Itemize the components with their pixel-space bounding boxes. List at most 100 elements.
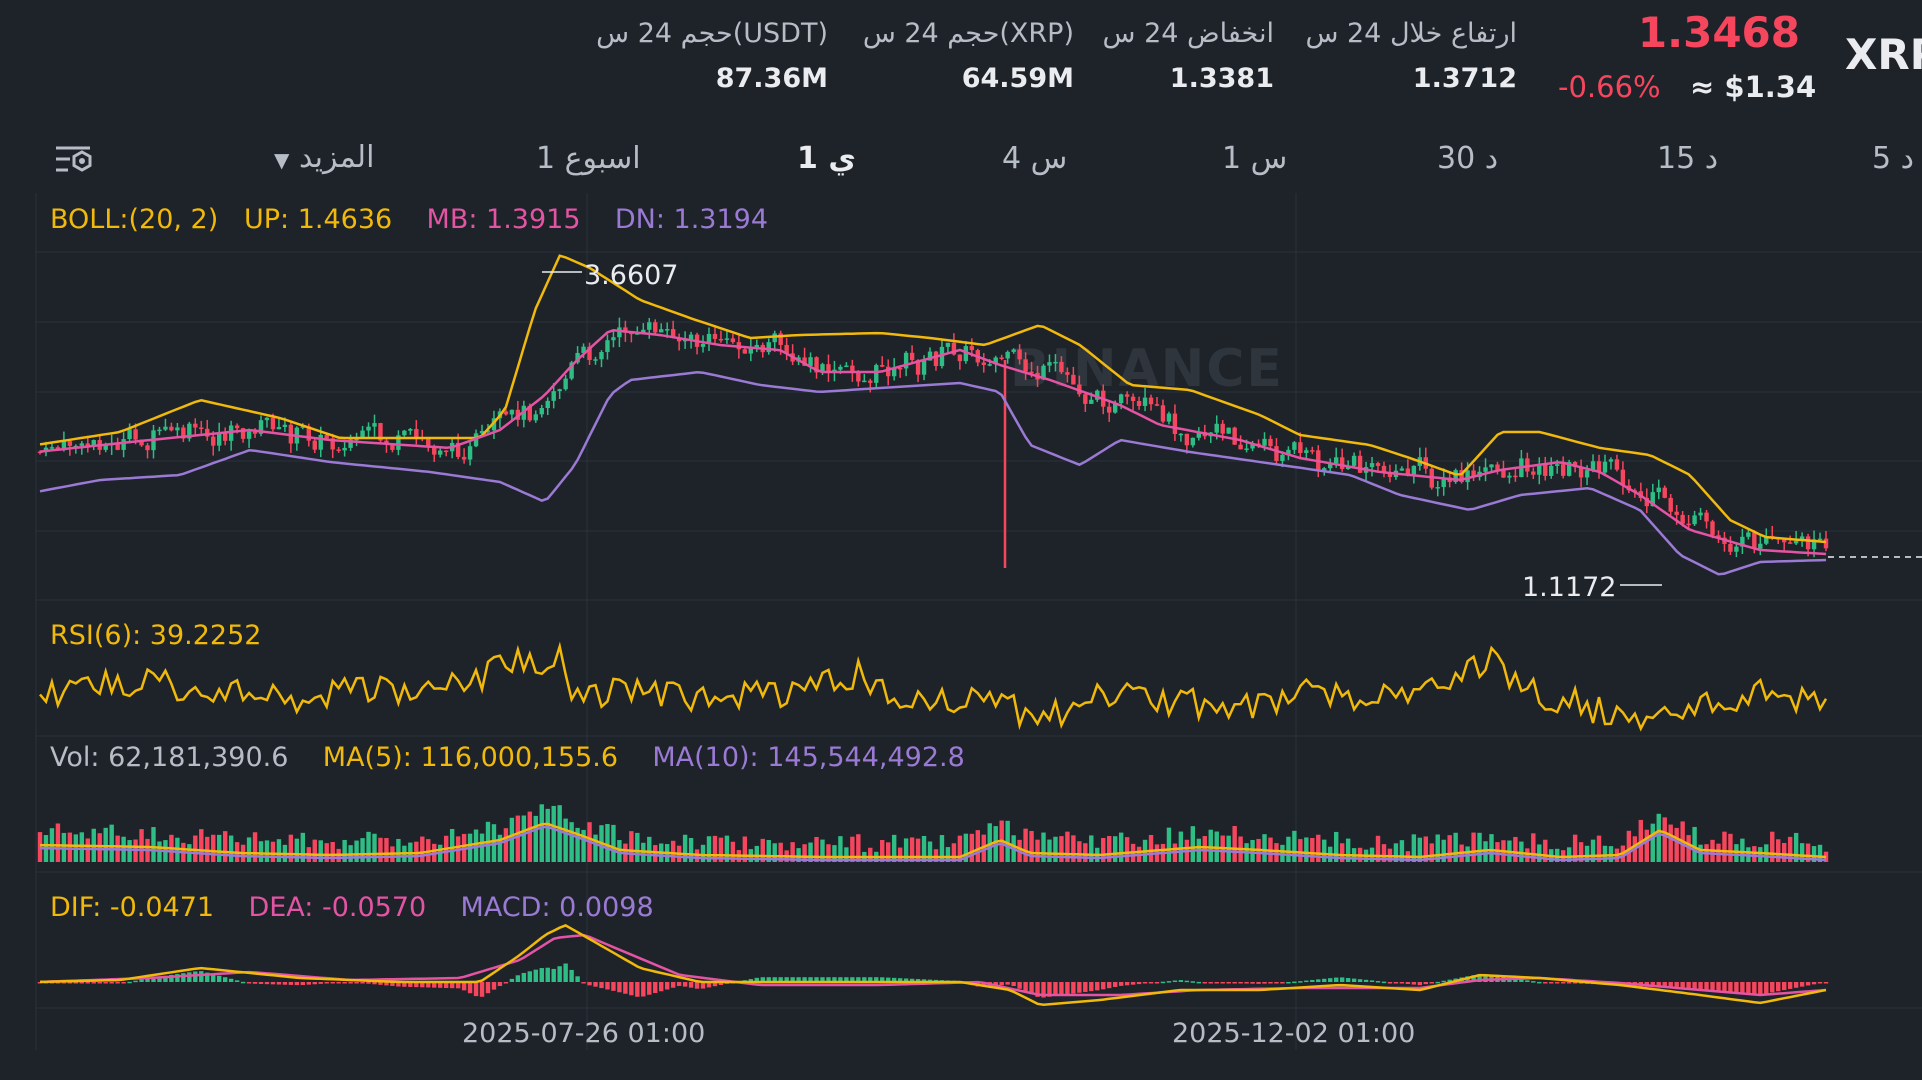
volume-bar xyxy=(258,841,264,862)
candle xyxy=(1560,456,1566,479)
volume-bar xyxy=(97,833,102,862)
volume-bar xyxy=(939,835,945,862)
candle xyxy=(1507,472,1512,484)
candle xyxy=(1369,456,1375,477)
macd-bar xyxy=(1722,982,1727,992)
candle xyxy=(1059,356,1064,375)
macd-bar xyxy=(270,982,276,985)
volume-bar xyxy=(1417,837,1423,862)
volume-bar xyxy=(1393,843,1399,862)
macd-bar xyxy=(1764,982,1769,994)
macd-bar xyxy=(61,982,67,984)
volume-bar xyxy=(1166,827,1172,862)
macd-bar xyxy=(808,977,813,982)
macd-bar xyxy=(653,982,658,993)
macd-bar xyxy=(1531,981,1536,983)
macd-bar xyxy=(712,982,718,987)
macd-bar xyxy=(1328,978,1333,982)
macd-bar xyxy=(1256,982,1261,984)
macd-bar xyxy=(1710,982,1715,992)
candle xyxy=(1602,454,1608,477)
candle xyxy=(1232,426,1237,445)
volume-bar xyxy=(1059,836,1064,862)
macd-bar xyxy=(1208,982,1213,984)
macd-bar xyxy=(1363,979,1369,982)
candle xyxy=(1339,448,1345,472)
macd-bar xyxy=(139,979,144,982)
volume-bar xyxy=(55,823,61,862)
candle xyxy=(653,319,658,334)
macd-bar xyxy=(1077,982,1082,993)
macd-bar xyxy=(330,982,335,984)
macd-bar xyxy=(1339,977,1345,982)
macd-bar xyxy=(521,972,527,982)
macd-bar xyxy=(354,982,359,984)
macd-bar xyxy=(1095,982,1100,991)
volume-bar xyxy=(1292,830,1297,862)
tab-30m[interactable]: 30 د xyxy=(1437,141,1499,176)
volume-bar xyxy=(1262,834,1267,862)
candle xyxy=(886,359,891,386)
candle xyxy=(915,359,921,383)
tab-5m[interactable]: 5 د xyxy=(1872,141,1914,176)
volume-bar xyxy=(1602,845,1608,862)
candle xyxy=(1525,452,1530,478)
tab-4h[interactable]: 4 س xyxy=(1002,141,1068,176)
macd-bar xyxy=(1781,982,1787,991)
volume-bar xyxy=(1537,844,1542,862)
candle xyxy=(193,418,198,437)
candle xyxy=(1017,344,1022,365)
macd-bar xyxy=(1274,982,1279,984)
tab-15m[interactable]: 15 د xyxy=(1657,141,1719,176)
candle xyxy=(1130,393,1136,411)
volume-bar xyxy=(1345,838,1351,862)
volume-bar xyxy=(790,842,795,862)
tab-more-label: المزيد xyxy=(298,140,375,175)
volume-bar xyxy=(420,836,425,862)
volume-bar xyxy=(557,805,562,862)
volume-bar xyxy=(1441,839,1446,862)
macd-bar xyxy=(246,982,252,984)
macd-bar xyxy=(754,977,759,982)
macd-bar xyxy=(880,977,885,982)
volume-bar xyxy=(611,824,616,862)
candle xyxy=(1423,447,1428,474)
volume-bar xyxy=(1799,843,1805,862)
candle xyxy=(563,374,568,391)
boll-mb-value: MB: 1.3915 xyxy=(426,204,581,235)
candle xyxy=(151,424,156,459)
macd-bar xyxy=(1698,982,1703,991)
volume-bar xyxy=(1250,839,1255,862)
macd-bar xyxy=(1572,982,1578,984)
chart-settings-button[interactable] xyxy=(54,142,94,178)
macd-bar xyxy=(1752,982,1757,995)
volume-bar xyxy=(1572,834,1578,862)
volume-bar xyxy=(1047,839,1052,862)
volume-bar xyxy=(880,839,885,862)
volume-bar xyxy=(1375,835,1381,862)
volume-bar xyxy=(37,832,43,862)
volume-bar xyxy=(1722,831,1727,862)
macd-bar xyxy=(617,982,622,993)
tab-1w[interactable]: 1 اسبوع xyxy=(536,141,641,176)
candle xyxy=(1626,479,1632,494)
candle xyxy=(659,323,664,333)
stat-24h-low-value: 1.3381 xyxy=(1169,63,1274,94)
volume-bar xyxy=(981,834,986,862)
candle xyxy=(205,419,210,441)
tab-1h[interactable]: 1 س xyxy=(1222,141,1288,176)
macd-bar xyxy=(432,982,437,988)
macd-bar xyxy=(288,982,294,985)
tab-1d[interactable]: 1 ي xyxy=(797,141,856,176)
candle xyxy=(1620,461,1626,495)
macd-bar xyxy=(1543,982,1548,984)
macd-bar xyxy=(1447,979,1452,982)
macd-bar xyxy=(1065,982,1070,995)
macd-bar xyxy=(378,982,383,985)
macd-bar xyxy=(503,982,509,984)
tab-more[interactable]: ▼ المزيد xyxy=(274,140,374,175)
candle xyxy=(754,339,759,353)
macd-bar xyxy=(862,977,867,982)
stat-24h-high-value: 1.3712 xyxy=(1412,63,1517,94)
